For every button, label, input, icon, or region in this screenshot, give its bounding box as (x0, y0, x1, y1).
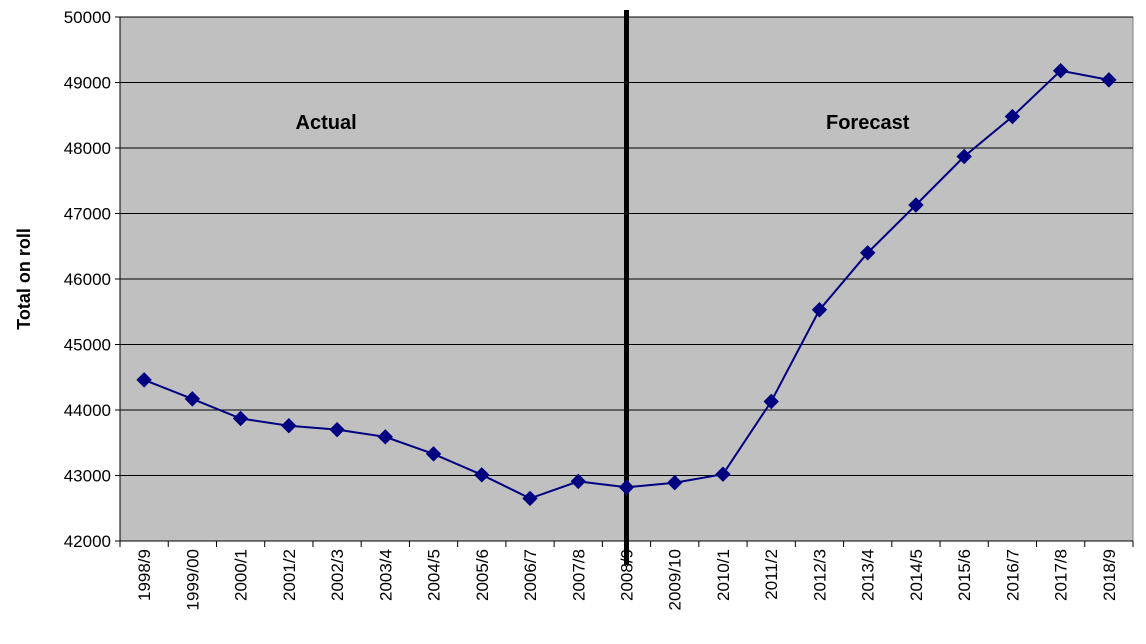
y-tick-label: 47000 (64, 205, 111, 224)
data-point (184, 391, 201, 407)
y-axis: 42000 43000 44000 45000 46000 47000 48000 49000… (64, 8, 121, 551)
y-tick-label: 48000 (64, 139, 111, 158)
data-point (667, 474, 683, 491)
annotation-forecast: Forecast (826, 112, 910, 134)
x-tick-label: 2017/8 (1052, 549, 1071, 601)
x-tick-label: 1999/00 (183, 549, 202, 610)
x-tick-label: 2014/5 (907, 549, 926, 601)
y-tick-label: 43000 (64, 467, 111, 486)
data-point (908, 197, 924, 213)
x-tick-label: 2011/2 (762, 549, 781, 600)
y-tick-label: 50000 (64, 8, 111, 27)
data-point (377, 429, 394, 445)
y-tick-label: 45000 (64, 336, 111, 355)
x-tick-label: 2006/7 (521, 549, 540, 601)
annotation-actual: Actual (296, 112, 357, 134)
x-tick-label: 2008/9 (618, 549, 637, 601)
x-tick-label: 2000/1 (232, 549, 251, 601)
data-point (956, 148, 972, 165)
data-point (1101, 72, 1117, 88)
x-tick-label: 2013/4 (859, 549, 878, 601)
x-tick-label: 2015/6 (955, 549, 974, 601)
x-tick-label: 2012/3 (810, 549, 829, 601)
y-tick-label: 42000 (64, 532, 111, 551)
data-point (522, 490, 538, 507)
x-tick-label: 2009/10 (666, 549, 685, 610)
data-point (136, 372, 152, 388)
data-point (425, 446, 442, 462)
x-tick-label: 2010/1 (714, 549, 733, 601)
x-tick-label: 2018/9 (1100, 549, 1119, 601)
data-point (1052, 63, 1069, 79)
data-point (1004, 108, 1021, 125)
data-point (474, 467, 490, 483)
x-tick-label: 1998/9 (135, 549, 154, 601)
data-point (232, 410, 249, 427)
y-tick-label: 49000 (64, 74, 111, 93)
x-tick-label: 2005/6 (473, 549, 492, 601)
x-tick-label: 2004/5 (425, 549, 444, 601)
data-point (811, 302, 828, 318)
x-tick-label: 2002/3 (328, 549, 347, 601)
x-tick-label: 2003/4 (376, 549, 395, 601)
x-tick-label: 2007/8 (569, 549, 588, 601)
series-total-on-roll (136, 63, 1117, 507)
y-axis-label: Total on roll (14, 228, 34, 330)
y-tick-label: 44000 (64, 401, 111, 420)
y-tick-label: 46000 (64, 270, 111, 289)
x-tick-label: 2001/2 (280, 549, 299, 601)
data-point (715, 466, 731, 482)
data-point (618, 479, 635, 495)
x-tick-label: 2016/7 (1003, 549, 1022, 601)
data-point (763, 393, 779, 410)
data-point (329, 421, 345, 438)
data-point (859, 245, 876, 261)
data-point (281, 418, 297, 434)
data-point (570, 473, 586, 490)
